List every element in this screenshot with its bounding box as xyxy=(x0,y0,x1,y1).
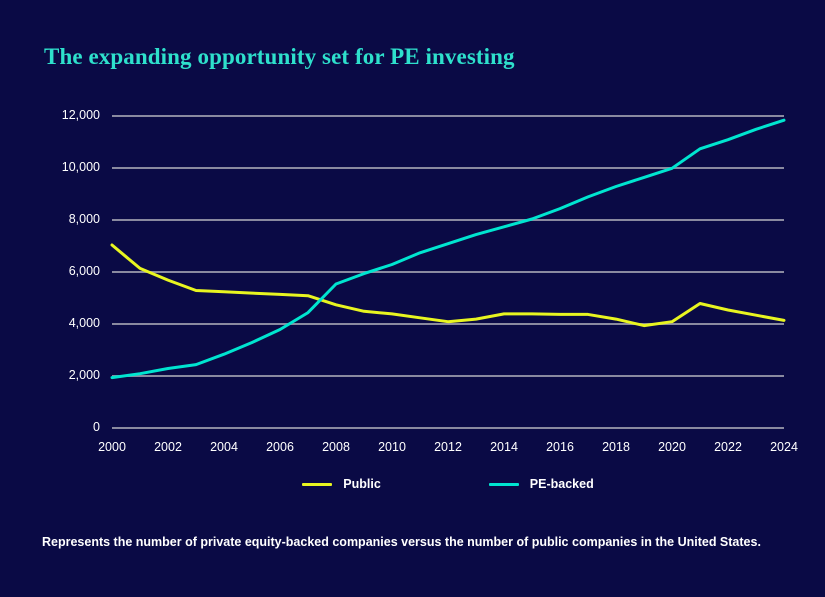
legend-swatch-icon xyxy=(302,482,333,486)
x-axis-tick-label: 2014 xyxy=(490,440,518,454)
gridline xyxy=(112,271,784,273)
y-axis-tick-label: 4,000 xyxy=(68,316,100,330)
chart-caption: Represents the number of private equity-… xyxy=(42,535,761,549)
gridline xyxy=(112,375,784,377)
x-axis-tick-label: 2024 xyxy=(770,440,798,454)
gridline xyxy=(112,167,784,169)
legend-item-pe-backed[interactable]: PE-backed xyxy=(488,477,594,491)
y-axis-tick-label: 8,000 xyxy=(68,212,100,226)
x-axis-tick-label: 2016 xyxy=(546,440,574,454)
x-axis-labels: 2000 2002 2004 2006 2008 2010 2012 2014 2016 2018… xyxy=(98,440,798,460)
series-lines xyxy=(110,118,786,380)
series-line-public xyxy=(110,243,786,328)
gridline xyxy=(112,219,784,221)
y-axis-tick-label: 10,000 xyxy=(61,160,100,174)
y-axis-tick-label: 2,000 xyxy=(68,368,100,382)
page-title: The expanding opportunity set for PE inv… xyxy=(44,44,515,69)
y-axis-tick-label: 0 xyxy=(93,420,100,434)
x-axis-tick-label: 2004 xyxy=(210,440,238,454)
x-axis-tick-label: 2010 xyxy=(378,440,406,454)
x-axis-tick-label: 2018 xyxy=(602,440,630,454)
y-axis-tick-label: 12,000 xyxy=(61,108,100,122)
x-axis-tick-label: 2006 xyxy=(266,440,294,454)
gridline xyxy=(112,115,784,117)
legend-label: Public xyxy=(343,477,381,491)
legend-item-public[interactable]: Public xyxy=(302,477,381,491)
x-axis-tick-label: 2022 xyxy=(714,440,742,454)
legend-swatch-icon xyxy=(488,482,519,486)
x-axis-tick-label: 2002 xyxy=(154,440,182,454)
gridline xyxy=(112,427,784,429)
x-axis-tick-label: 2000 xyxy=(98,440,126,454)
x-axis-tick-label: 2008 xyxy=(322,440,350,454)
y-axis-labels: 0 2,000 4,000 6,000 8,000 10,000 12,000 xyxy=(28,108,100,434)
x-axis-tick-label: 2012 xyxy=(434,440,462,454)
legend-label: PE-backed xyxy=(529,477,594,491)
series-line-pe-backed xyxy=(110,118,786,380)
plot-area xyxy=(110,115,786,429)
gridline xyxy=(112,323,784,325)
x-axis-tick-label: 2020 xyxy=(658,440,686,454)
chart-legend: Public PE-backed xyxy=(112,474,784,494)
y-axis-tick-label: 6,000 xyxy=(68,264,100,278)
